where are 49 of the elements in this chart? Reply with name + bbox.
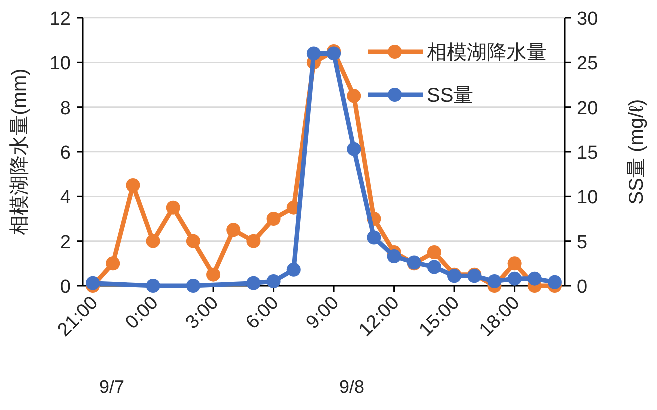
point <box>266 212 281 226</box>
point <box>528 272 542 286</box>
point <box>146 234 160 248</box>
legend-label: 相模湖降水量 <box>427 42 547 64</box>
legend-label: SS量 <box>427 85 474 107</box>
point <box>427 260 442 274</box>
y2-tick-label: 25 <box>577 54 598 75</box>
x-tick-label: 9:00 <box>302 292 344 334</box>
point <box>166 200 180 215</box>
point <box>106 256 120 271</box>
point <box>367 230 382 245</box>
y-tick-label: 6 <box>60 143 71 164</box>
point <box>347 142 362 156</box>
point <box>206 268 221 282</box>
x-tick-label: 0:00 <box>122 292 163 334</box>
y2-tick-label: 15 <box>577 143 598 164</box>
point <box>186 234 200 248</box>
point <box>548 275 562 290</box>
point <box>246 276 261 290</box>
text: 9/8 <box>339 377 365 397</box>
point <box>126 178 140 192</box>
point <box>508 256 522 271</box>
point <box>347 89 362 104</box>
point <box>246 234 261 248</box>
point <box>266 274 281 289</box>
y2-tick-label: 20 <box>577 98 598 120</box>
y2-axis-title: SS量 (mg/ℓ) <box>626 99 648 205</box>
text: 9/7 <box>99 377 125 397</box>
y2-tick-label: 0 <box>577 277 588 298</box>
y-tick-label: 4 <box>60 188 72 209</box>
y-tick-label: 12 <box>50 9 71 30</box>
y-tick-label: 8 <box>60 98 71 120</box>
y2-tick-label: 5 <box>577 232 588 254</box>
point <box>226 223 241 238</box>
x-tick-label: 3:00 <box>182 292 224 334</box>
y2-tick-label: 30 <box>577 9 598 30</box>
y-tick-label: 0 <box>60 277 71 298</box>
y-axis-title: 相模湖降水量(mm) <box>9 68 31 236</box>
y-tick-label: 10 <box>50 54 71 75</box>
point <box>427 246 442 260</box>
point <box>306 46 321 61</box>
x-tick-label: 6:00 <box>242 292 284 334</box>
y-tick-label: 2 <box>60 232 71 254</box>
point <box>508 272 522 286</box>
y2-tick-label: 10 <box>577 188 598 209</box>
point <box>387 250 402 264</box>
point <box>327 46 342 61</box>
point <box>488 274 502 289</box>
point <box>286 262 301 277</box>
